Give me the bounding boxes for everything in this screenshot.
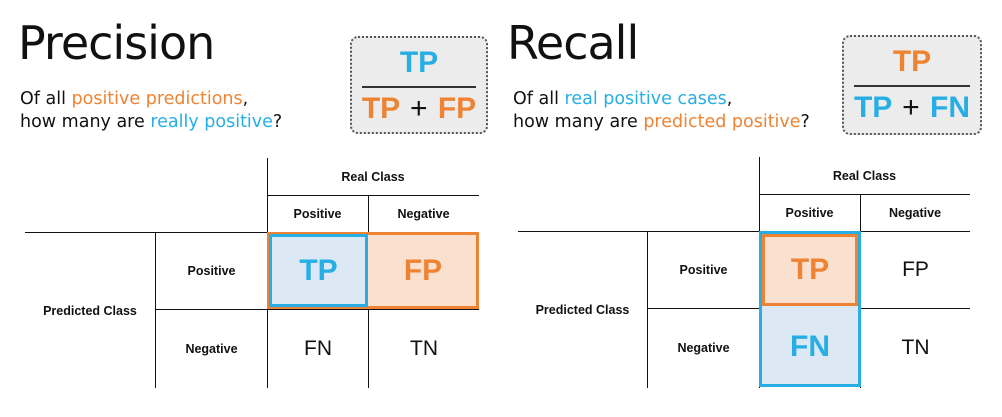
fp-cell: FP: [902, 258, 929, 281]
real-class-header: Real Class: [832, 169, 897, 183]
precision-panel: Precision Of all positive predictions, h…: [18, 16, 488, 388]
plus-sign: +: [409, 92, 428, 125]
precision-question: Of all positive predictions, how many ar…: [20, 88, 282, 134]
question-highlight-really-positive: really positive: [150, 112, 273, 132]
question-text: Of all: [513, 89, 565, 109]
question-text: ,: [242, 89, 249, 109]
fraction-bar: [854, 85, 970, 87]
formula-numerator: TP: [892, 45, 932, 78]
question-highlight-predicted-positive: predicted positive: [643, 112, 801, 132]
precision-question-line-1: Of all positive predictions,: [20, 88, 282, 111]
real-negative-header: Negative: [397, 207, 450, 221]
fn-cell: FN: [790, 330, 830, 363]
question-text: Of all: [20, 89, 72, 109]
recall-question-line-1: Of all real positive cases,: [513, 88, 810, 111]
tp-cell: TP: [269, 234, 368, 307]
precision-question-line-2: how many are really positive?: [20, 111, 282, 134]
grid-line: [518, 231, 970, 232]
grid-line: [155, 232, 156, 388]
tn-cell: TN: [901, 336, 930, 359]
recall-confusion-matrix: Real Class Positive Negative Positive Ne…: [493, 0, 994, 417]
question-text: how many are: [20, 112, 151, 132]
fn-cell: FN: [304, 337, 332, 360]
question-highlight-real-positive-cases: real positive cases: [564, 89, 727, 109]
predicted-negative-header: Negative: [185, 342, 238, 356]
predicted-negative-header: Negative: [677, 341, 730, 355]
denominator-tp: TP: [361, 92, 400, 125]
recall-title: Recall: [507, 16, 639, 70]
grid-line: [647, 231, 648, 388]
grid-line: [155, 309, 479, 310]
question-text: ?: [272, 112, 283, 132]
predicted-positive-header: Positive: [679, 263, 728, 277]
real-class-header: Real Class: [341, 170, 405, 184]
question-text: ,: [726, 89, 733, 109]
formula-numerator: TP: [399, 46, 439, 79]
plus-sign: +: [902, 91, 920, 124]
recall-question-line-2: how many are predicted positive?: [513, 111, 810, 134]
predicted-positive-header: Positive: [187, 264, 236, 278]
recall-formula: TP TP + FN: [842, 35, 982, 135]
predicted-class-header: Predicted Class: [43, 304, 137, 318]
recall-question: Of all real positive cases, how many are…: [513, 88, 810, 134]
precision-formula: TP TP + FP: [350, 36, 488, 134]
question-text: ?: [800, 112, 810, 132]
precision-title: Precision: [18, 16, 215, 70]
grid-line: [25, 232, 479, 233]
denominator-tp: TP: [853, 91, 892, 124]
fraction-bar: [362, 86, 476, 88]
formula-denominator: TP + FP: [352, 94, 486, 124]
question-text: how many are: [513, 112, 644, 132]
formula-denominator: TP + FN: [844, 93, 980, 123]
real-negative-header: Negative: [888, 206, 942, 220]
fp-cell: FP: [403, 253, 443, 287]
grid-line: [759, 194, 970, 195]
real-positive-header: Positive: [785, 206, 834, 220]
precision-confusion-matrix: Real Class Positive Negative Positive Ne…: [25, 158, 479, 388]
recall-panel: Recall Of all real positive cases, how m…: [493, 0, 994, 417]
tp-cell: TP: [762, 234, 858, 306]
predicted-class-header: Predicted Class: [535, 303, 630, 317]
denominator-fn: FN: [930, 91, 970, 124]
question-highlight-positive-predictions: positive predictions: [71, 89, 243, 109]
real-positive-header: Positive: [293, 207, 342, 221]
grid-line: [267, 195, 479, 196]
denominator-fp: FP: [437, 92, 477, 125]
tn-cell: TN: [410, 337, 438, 360]
